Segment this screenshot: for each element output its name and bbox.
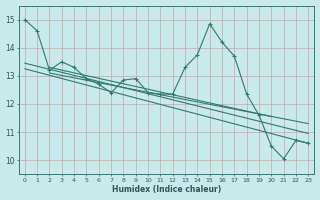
X-axis label: Humidex (Indice chaleur): Humidex (Indice chaleur): [112, 185, 221, 194]
